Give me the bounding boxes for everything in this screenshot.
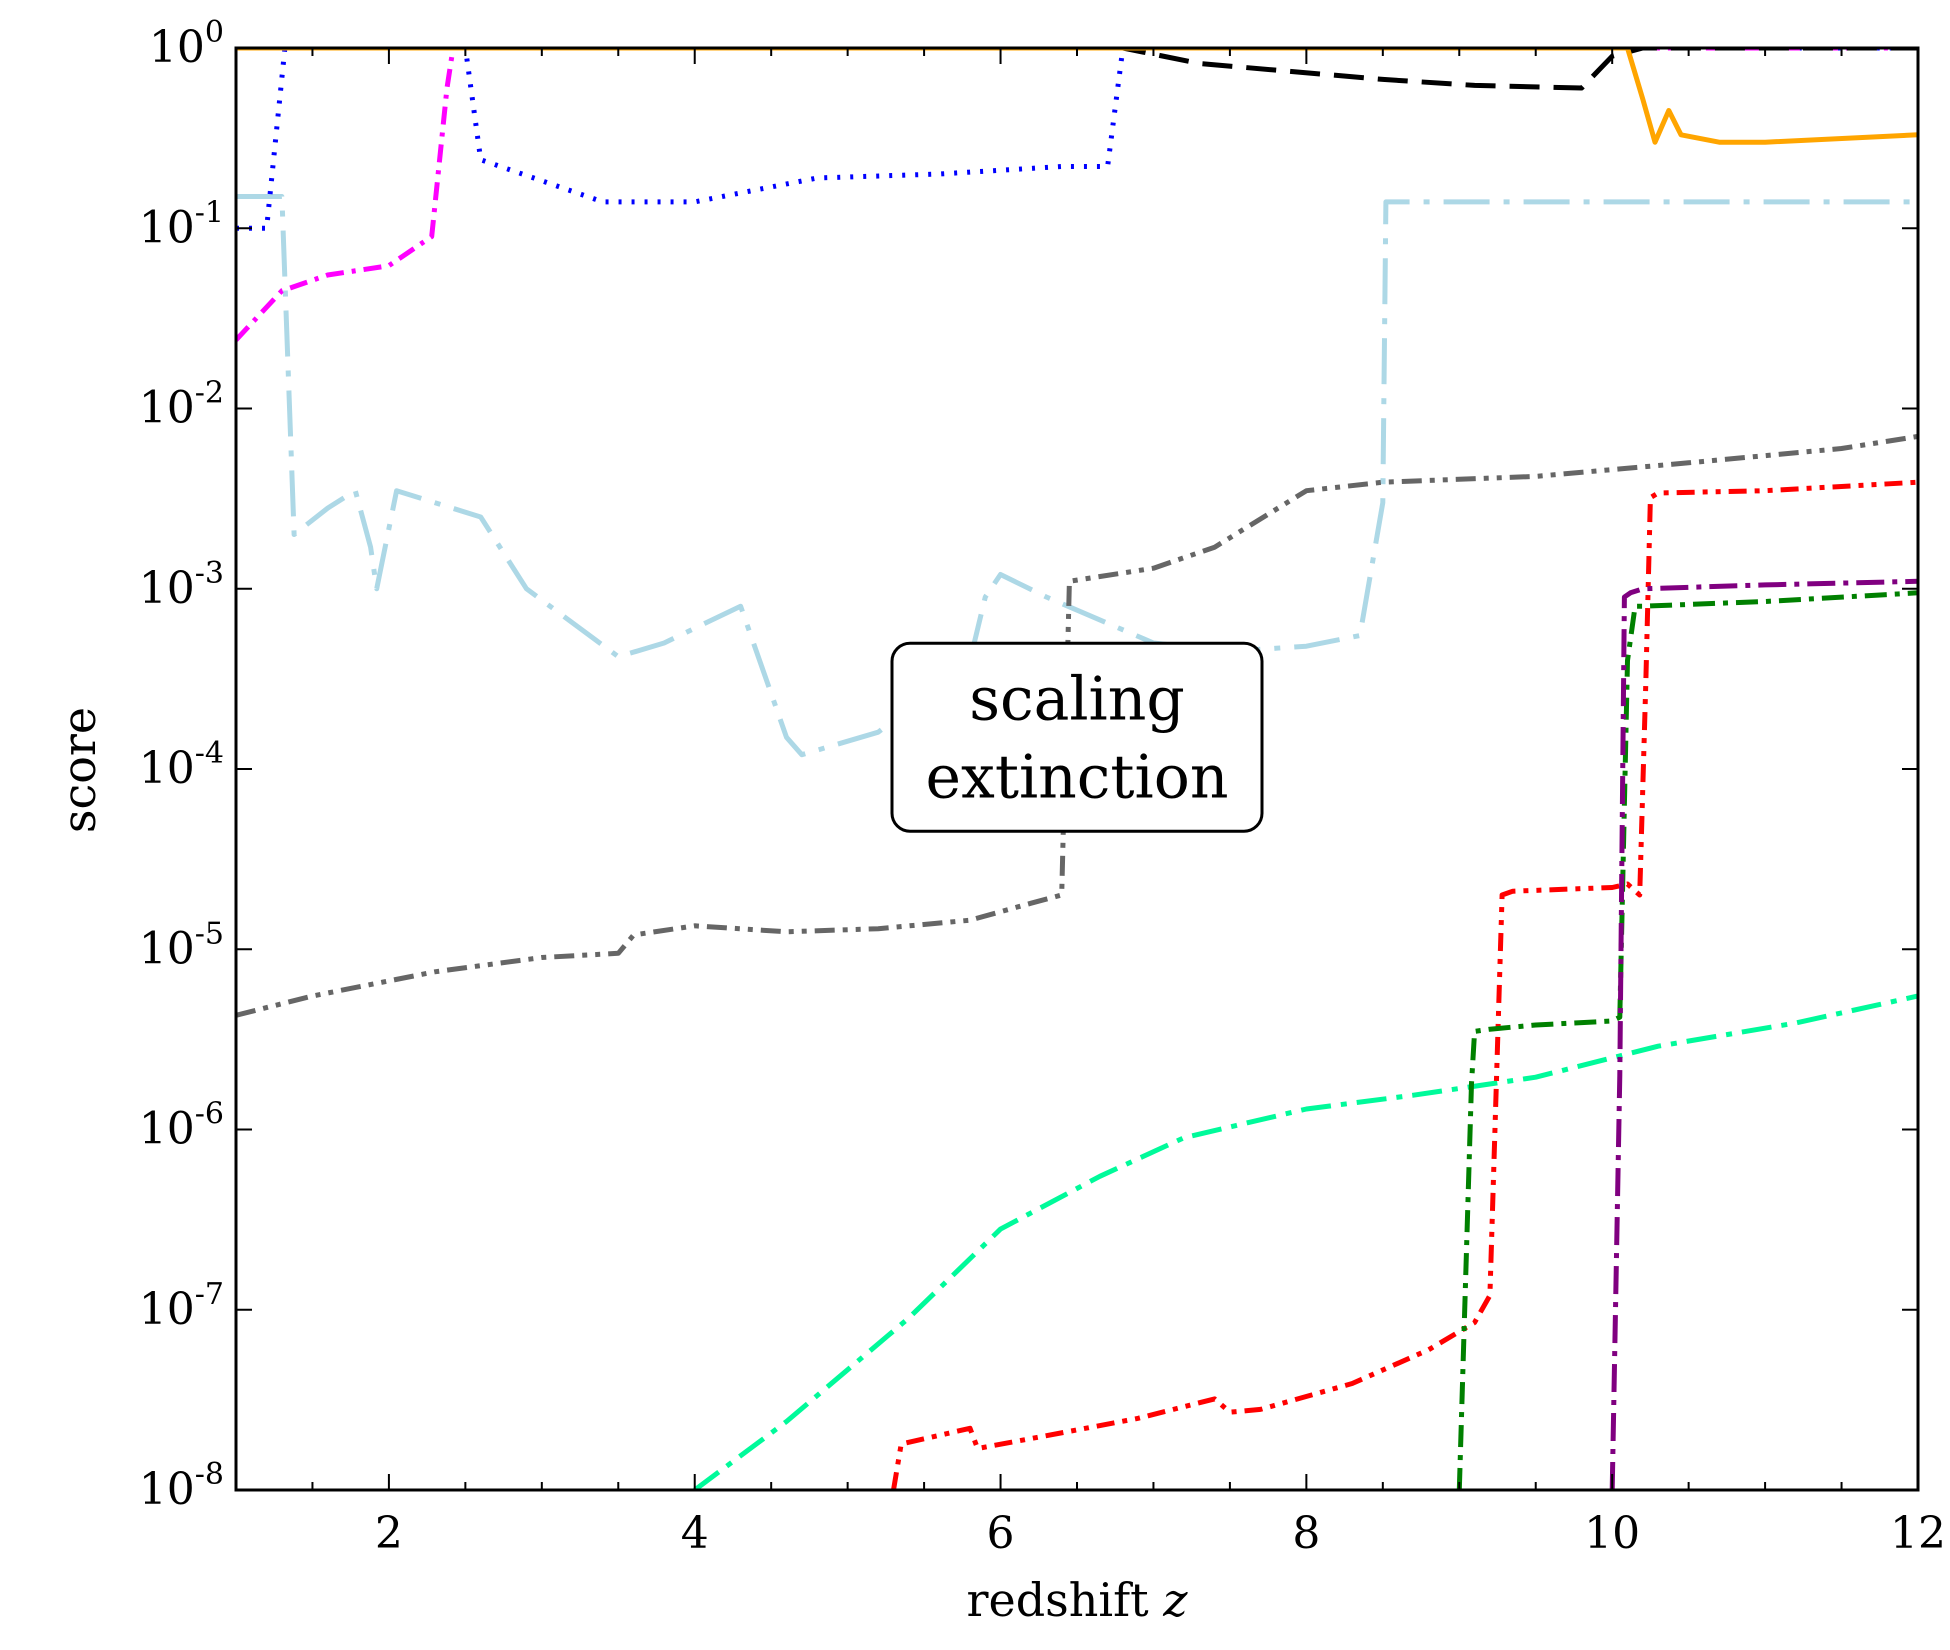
y-tick-exponent: -5	[195, 916, 224, 951]
annotation-frame	[890, 641, 1264, 833]
x-tick-label: 10	[1584, 1508, 1640, 1559]
series-line-10	[1609, 578, 1918, 1490]
y-tick-base: 10	[139, 1464, 195, 1515]
y-tick-label: 10-4	[139, 736, 224, 794]
y-tick-base: 10	[149, 22, 205, 73]
series-line-8	[891, 479, 1918, 1490]
y-tick-label: 100	[149, 15, 224, 73]
y-tick-label: 10-8	[139, 1457, 224, 1515]
y-tick-base: 10	[139, 383, 195, 434]
series-line-5	[236, 48, 1918, 91]
y-tick-base: 10	[139, 1284, 195, 1335]
series-line-7	[693, 993, 1918, 1490]
x-tick-label: 6	[987, 1508, 1015, 1559]
y-tick-exponent: -4	[195, 736, 224, 771]
y-tick-exponent: -2	[195, 376, 224, 411]
y-tick-base: 10	[139, 743, 195, 794]
y-tick-exponent: -1	[195, 195, 224, 230]
series-line-4	[236, 48, 1918, 342]
y-tick-base: 10	[139, 563, 195, 614]
x-tick-label: 8	[1292, 1508, 1320, 1559]
x-tick-labels: 2 4 6 8 10 12	[375, 1508, 1946, 1559]
series-line-9	[1456, 590, 1918, 1490]
y-tick-base: 10	[139, 202, 195, 253]
y-tick-label: 10-1	[139, 195, 224, 253]
y-tick-exponent: 0	[205, 15, 224, 50]
y-axis-title: score	[52, 707, 106, 833]
y-tick-label: 10-2	[139, 376, 224, 434]
x-axis-title: redshift z	[967, 1573, 1189, 1627]
x-tick-label: 4	[681, 1508, 709, 1559]
x-tick-label: 2	[375, 1508, 403, 1559]
series-line-1	[236, 194, 1918, 758]
y-tick-base: 10	[139, 1104, 195, 1155]
x-tick-label: 12	[1890, 1508, 1946, 1559]
y-tick-exponent: -8	[195, 1457, 224, 1492]
series-layer	[236, 48, 1918, 1490]
series-line-6	[236, 48, 1918, 145]
x-axis-title-symbol: z	[1162, 1573, 1188, 1627]
y-tick-base: 10	[139, 923, 195, 974]
x-axis-title-text: redshift	[967, 1573, 1150, 1627]
y-tick-label: 10-7	[139, 1277, 224, 1335]
annotation-line-2: extinction	[926, 742, 1229, 812]
series-line-2	[236, 433, 1918, 1018]
y-tick-exponent: -6	[195, 1097, 224, 1132]
y-tick-exponent: -7	[195, 1277, 224, 1312]
y-tick-label: 10-6	[139, 1097, 224, 1155]
y-tick-label: 10-5	[139, 916, 224, 974]
annotation-box: scaling extinction	[890, 641, 1264, 833]
y-tick-label: 10-3	[139, 556, 224, 614]
annotation-line-1: scaling	[969, 664, 1185, 734]
plot-frame	[234, 46, 1920, 1492]
y-tick-exponent: -3	[195, 556, 224, 591]
